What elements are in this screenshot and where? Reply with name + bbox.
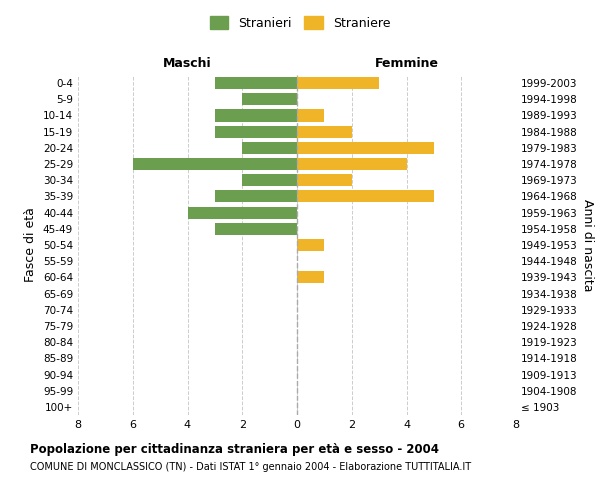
Bar bbox=[297, 272, 325, 283]
Bar bbox=[297, 77, 379, 89]
Bar bbox=[297, 110, 325, 122]
Legend: Stranieri, Straniere: Stranieri, Straniere bbox=[205, 11, 395, 35]
Bar bbox=[297, 126, 352, 138]
Text: Femmine: Femmine bbox=[374, 57, 439, 70]
Y-axis label: Anni di nascita: Anni di nascita bbox=[581, 198, 594, 291]
Bar bbox=[188, 206, 297, 218]
Bar bbox=[242, 93, 297, 106]
Bar bbox=[133, 158, 297, 170]
Text: COMUNE DI MONCLASSICO (TN) - Dati ISTAT 1° gennaio 2004 - Elaborazione TUTTITALI: COMUNE DI MONCLASSICO (TN) - Dati ISTAT … bbox=[30, 462, 471, 472]
Bar bbox=[297, 239, 325, 251]
Bar bbox=[215, 77, 297, 89]
Bar bbox=[215, 110, 297, 122]
Bar bbox=[215, 190, 297, 202]
Bar bbox=[215, 222, 297, 235]
Bar bbox=[242, 142, 297, 154]
Text: Maschi: Maschi bbox=[163, 57, 212, 70]
Bar bbox=[297, 174, 352, 186]
Bar bbox=[297, 190, 434, 202]
Y-axis label: Fasce di età: Fasce di età bbox=[25, 208, 37, 282]
Bar bbox=[297, 142, 434, 154]
Bar bbox=[242, 174, 297, 186]
Bar bbox=[215, 126, 297, 138]
Text: Popolazione per cittadinanza straniera per età e sesso - 2004: Popolazione per cittadinanza straniera p… bbox=[30, 442, 439, 456]
Bar bbox=[297, 158, 407, 170]
